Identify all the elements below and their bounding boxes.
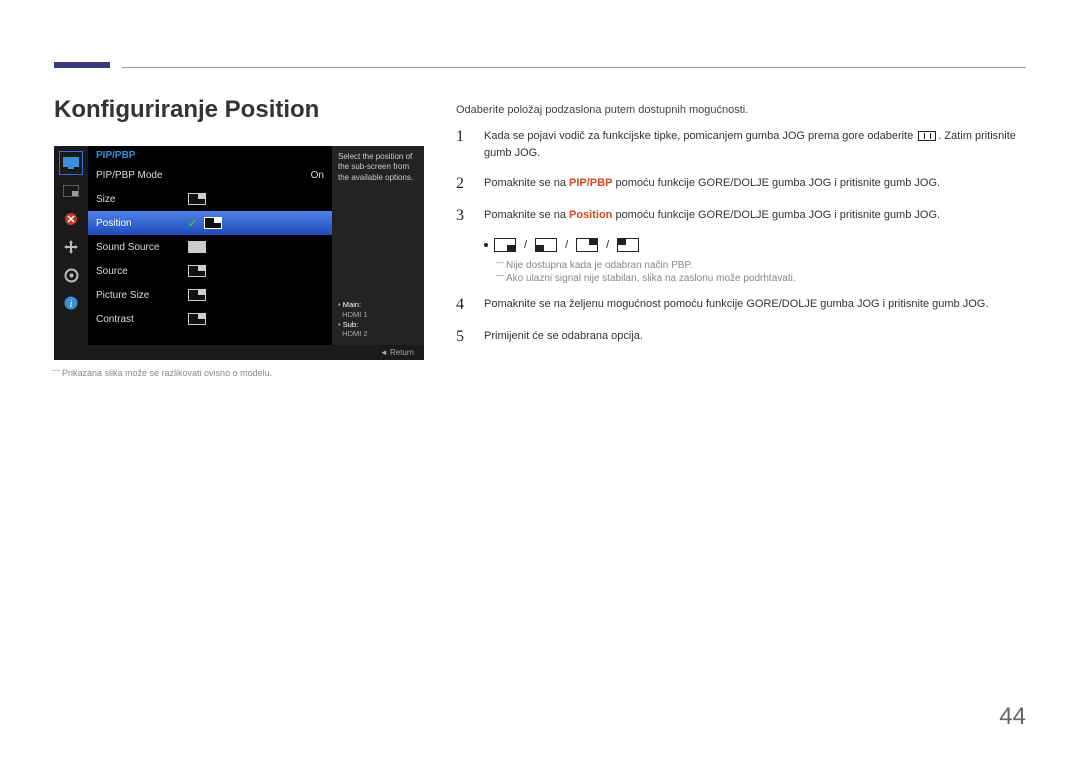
step-3: 3 Pomaknite se na Position pomoću funkci… — [456, 207, 1026, 225]
step-2: 2 Pomaknite se na PIP/PBP pomoću funkcij… — [456, 175, 1026, 193]
notes: Nije dostupna kada je odabran način PBP.… — [496, 260, 1026, 284]
page-number: 44 — [999, 703, 1026, 731]
osd-main: PIP/PBP PIP/PBP Mode On Size Position ✓ … — [88, 146, 332, 345]
position-options: / / / — [484, 238, 1026, 252]
info-icon: i — [60, 292, 82, 314]
gear-icon — [60, 264, 82, 286]
position-tr-icon — [576, 238, 598, 252]
note-1: Nije dostupna kada je odabran način PBP. — [496, 260, 1026, 271]
osd-row-sound: Sound Source — [88, 235, 332, 259]
osd-sidebar: i — [54, 146, 88, 345]
osd-row-position: Position ✓ — [88, 211, 332, 235]
steps-list: 1 Kada se pojavi vodič za funkcijske tip… — [456, 128, 1026, 359]
osd-row-picsize: Picture Size — [88, 283, 332, 307]
intro-text: Odaberite položaj podzaslona putem dostu… — [456, 104, 1026, 116]
osd-row-size: Size — [88, 187, 332, 211]
position-bl-icon — [535, 238, 557, 252]
osd-row-source: Source — [88, 259, 332, 283]
osd-footer: ◄ Return — [54, 345, 424, 360]
menu-icon — [918, 131, 936, 141]
osd-header: PIP/PBP — [88, 146, 332, 163]
page-title: Konfiguriranje Position — [54, 96, 319, 124]
step-1: 1 Kada se pojavi vodič za funkcijske tip… — [456, 128, 1026, 161]
osd-row-contrast: Contrast — [88, 307, 332, 331]
svg-text:i: i — [70, 299, 73, 310]
position-br-icon — [494, 238, 516, 252]
osd-help: Select the position of the sub-screen fr… — [332, 146, 424, 345]
move-icon — [60, 236, 82, 258]
step-4: 4 Pomaknite se na željenu mogućnost pomo… — [456, 296, 1026, 314]
osd-caption: Prikazana slika može se razlikovati ovis… — [62, 368, 272, 378]
monitor-icon — [60, 152, 82, 174]
note-2: Ako ulazni signal nije stabilan, slika n… — [496, 273, 1026, 284]
cancel-icon — [60, 208, 82, 230]
pip-icon — [60, 180, 82, 202]
position-tl-icon — [617, 238, 639, 252]
osd-screenshot: i PIP/PBP PIP/PBP Mode On Size Position … — [54, 146, 424, 360]
osd-row-mode: PIP/PBP Mode On — [88, 163, 332, 187]
step-5: 5 Primijenit će se odabrana opcija. — [456, 328, 1026, 346]
